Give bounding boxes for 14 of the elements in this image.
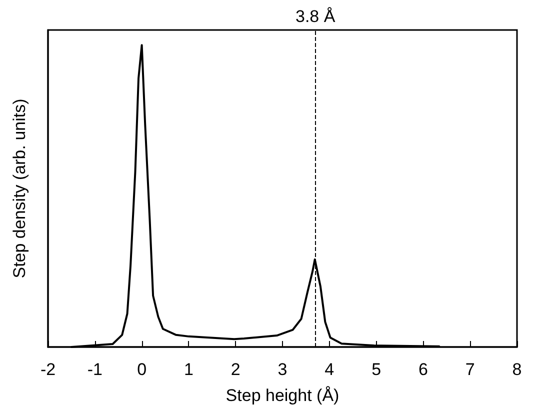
x-tick-label: -2 bbox=[40, 360, 56, 379]
x-tick-label: -1 bbox=[87, 360, 102, 379]
x-axis-title: Step height (Å) bbox=[226, 386, 340, 405]
x-tick-label: 2 bbox=[230, 360, 240, 379]
y-axis-title: Step density (arb. units) bbox=[10, 98, 29, 278]
x-tick-label: 1 bbox=[184, 360, 194, 379]
x-tick-label: 5 bbox=[372, 360, 382, 379]
x-tick-label: 8 bbox=[512, 360, 522, 379]
x-tick-label: 3 bbox=[278, 360, 288, 379]
x-tick-label: 4 bbox=[324, 360, 334, 379]
ref-line-label: 3.8 Å bbox=[295, 7, 336, 26]
x-tick-label: 6 bbox=[418, 360, 428, 379]
x-tick-label: 0 bbox=[137, 360, 147, 379]
x-tick-label: 7 bbox=[465, 360, 475, 379]
